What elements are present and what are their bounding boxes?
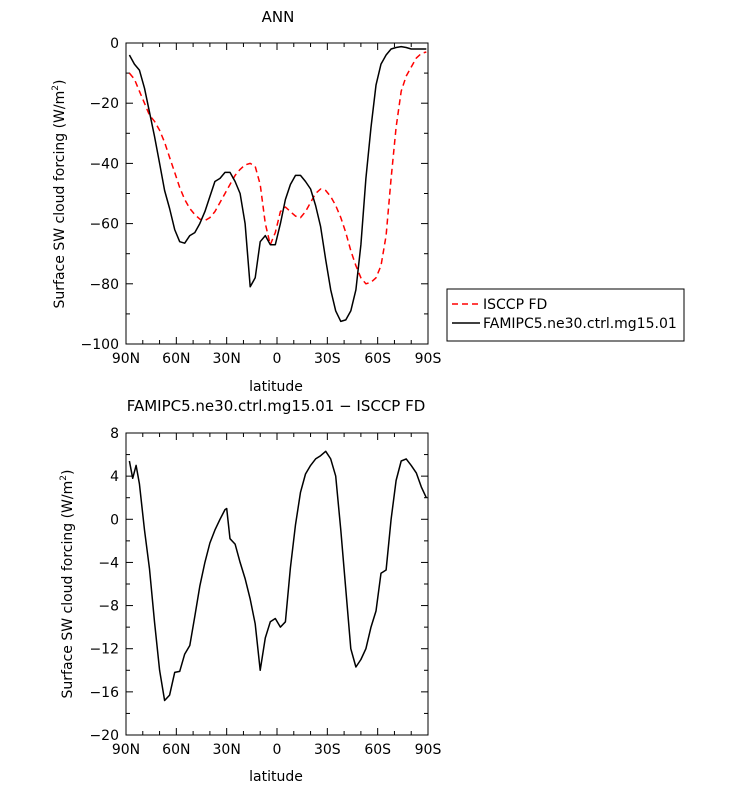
axis-ticks: 90N 60N 30N 0 30S 60S 90S 0 −20 −40 −60 −80 −100	[81, 36, 442, 367]
x-tick-label: 30N	[213, 742, 241, 758]
y-axis-label-main: Surface SW cloud forcing (W/m	[52, 91, 68, 309]
x-tick-label: 90S	[415, 742, 442, 758]
series-group	[128, 450, 427, 702]
y-tick-label: 0	[110, 512, 119, 528]
x-tick-label: 60N	[162, 351, 190, 367]
chart-title: ANN	[262, 8, 295, 26]
x-axis-label: latitude	[249, 769, 303, 785]
y-axis-label-close: )	[60, 470, 76, 475]
y-tick-label: 4	[110, 469, 119, 485]
axis-ticks: 90N 60N 30N 0 30S 60S 90S 8 4 0 −4 −8 −12 −16 −20	[89, 426, 441, 758]
x-tick-label: 30S	[314, 351, 341, 367]
y-tick-label: −12	[89, 642, 119, 658]
y-axis-label-superscript: 2	[59, 475, 69, 481]
x-tick-label: 60S	[364, 742, 391, 758]
x-tick-label: 90N	[112, 742, 140, 758]
y-tick-label: 8	[110, 426, 119, 442]
y-tick-label: −16	[89, 685, 119, 701]
x-tick-label: 30N	[213, 351, 241, 367]
chart-title: FAMIPC5.ne30.ctrl.mg15.01 − ISCCP FD	[127, 397, 426, 415]
y-tick-label: −4	[98, 555, 119, 571]
series-line	[128, 51, 427, 285]
series-group	[128, 45, 427, 323]
legend-entry-isccp: ISCCP FD	[483, 297, 547, 313]
x-tick-label: 60S	[364, 351, 391, 367]
legend-entry-famipc5: FAMIPC5.ne30.ctrl.mg15.01	[483, 316, 677, 332]
chart-panel-top: ANN 90N 60N 30N 0 30S 60S 90S 0 −20 −40 −60 −80 −100…	[51, 8, 685, 395]
y-axis-label: Surface SW cloud forcing (W/m2)	[59, 470, 76, 699]
x-tick-label: 90N	[112, 351, 140, 367]
series-line	[128, 45, 427, 323]
y-tick-label: −20	[89, 728, 119, 744]
y-axis-label-superscript: 2	[51, 85, 61, 91]
legend: ISCCP FD FAMIPC5.ne30.ctrl.mg15.01	[446, 288, 685, 342]
y-axis-label: Surface SW cloud forcing (W/m2)	[51, 80, 68, 309]
legend-box	[446, 288, 685, 342]
y-tick-label: −80	[89, 277, 119, 293]
x-tick-label: 60N	[162, 742, 190, 758]
y-axis-label-close: )	[52, 80, 68, 85]
x-axis-label: latitude	[249, 379, 303, 395]
chart-panel-bottom: FAMIPC5.ne30.ctrl.mg15.01 − ISCCP FD 90N…	[59, 397, 441, 785]
y-tick-label: −20	[89, 96, 119, 112]
x-tick-label: 30S	[314, 742, 341, 758]
y-tick-label: 0	[110, 36, 119, 52]
x-tick-label: 0	[273, 351, 282, 367]
y-tick-label: −60	[89, 217, 119, 233]
y-tick-label: −8	[98, 599, 119, 615]
y-axis-label-main: Surface SW cloud forcing (W/m	[60, 481, 76, 699]
series-line	[128, 450, 427, 702]
y-tick-label: −100	[81, 337, 119, 353]
x-tick-label: 90S	[415, 351, 442, 367]
y-tick-label: −40	[89, 156, 119, 172]
x-tick-label: 0	[273, 742, 282, 758]
plot-frame	[125, 42, 429, 345]
